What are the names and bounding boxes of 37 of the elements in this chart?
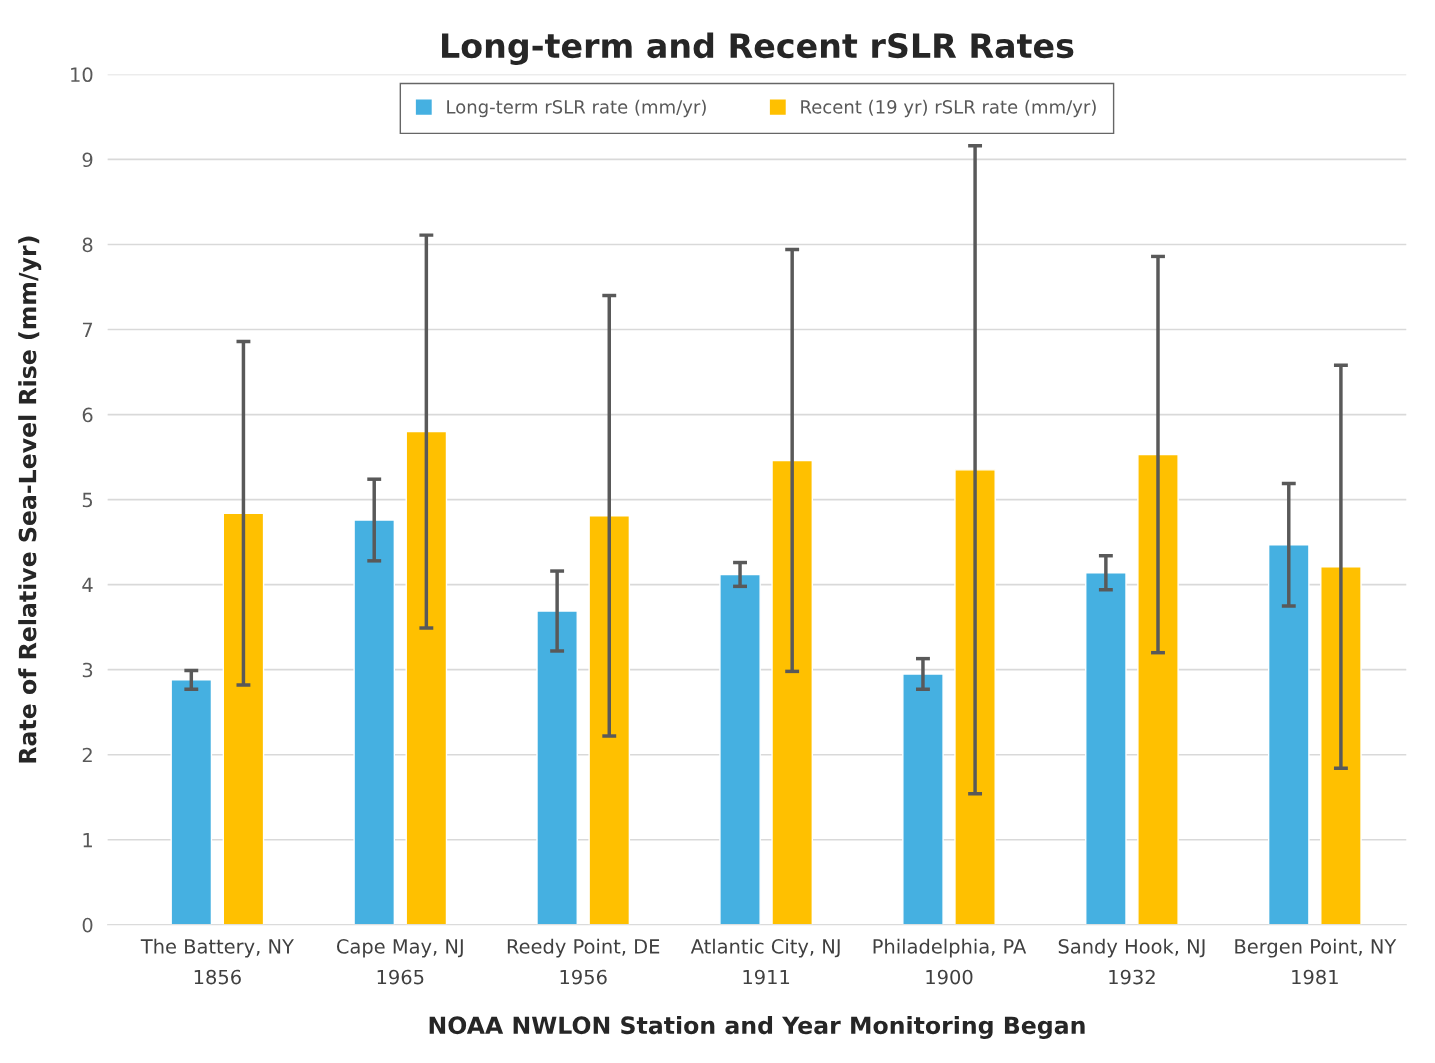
bar bbox=[954, 469, 996, 925]
y-tick-label: 7 bbox=[82, 322, 93, 337]
y-tick-label: 2 bbox=[82, 747, 92, 763]
x-tick-label: Sandy Hook, NJ 1932 bbox=[1058, 938, 1205, 985]
bar bbox=[771, 459, 813, 925]
y-tick-label: 1 bbox=[83, 832, 92, 848]
y-axis-title: Rate of Relative Sea-Level Rise (mm/yr) bbox=[18, 236, 42, 763]
legend-label: Long-term rSLR rate (mm/yr) bbox=[447, 99, 706, 118]
x-tick-label: Bergen Point, NY 1981 bbox=[1235, 938, 1397, 985]
y-tick-label: 8 bbox=[82, 237, 93, 253]
x-tick-label: Atlantic City, NJ 1911 bbox=[690, 938, 840, 985]
x-tick-label: Philadelphia, PA 1900 bbox=[873, 938, 1027, 985]
bar bbox=[588, 515, 631, 925]
bar bbox=[405, 430, 448, 925]
x-tick-label: The Battery, NY 1856 bbox=[140, 938, 294, 985]
x-tick-label: Cape May, NJ 1965 bbox=[336, 939, 463, 985]
bar bbox=[222, 512, 265, 925]
bar bbox=[1137, 453, 1179, 925]
bar bbox=[1085, 572, 1127, 925]
y-tick-label: 6 bbox=[82, 407, 93, 423]
bar bbox=[719, 573, 761, 925]
y-tick-label: 9 bbox=[82, 152, 93, 168]
y-tick-label: 4 bbox=[82, 577, 93, 593]
bar bbox=[170, 679, 213, 925]
bar bbox=[536, 610, 578, 925]
y-tick-label: 3 bbox=[82, 662, 93, 678]
legend-label: Recent (19 yr) rSLR rate (mm/yr) bbox=[801, 99, 1096, 118]
y-tick-label: 0 bbox=[82, 917, 93, 933]
x-tick-label: Reedy Point, DE 1956 bbox=[507, 938, 660, 985]
y-tick-label: 10 bbox=[71, 67, 93, 83]
x-axis-title: NOAA NWLON Station and Year Monitoring Began bbox=[429, 1015, 1085, 1039]
chart-title: Long-term and Recent rSLR Rates bbox=[442, 32, 1074, 65]
y-tick-label: 5 bbox=[82, 492, 93, 508]
bar bbox=[1320, 566, 1362, 925]
bar bbox=[353, 519, 396, 925]
bar bbox=[1267, 543, 1310, 925]
bar bbox=[902, 673, 944, 925]
